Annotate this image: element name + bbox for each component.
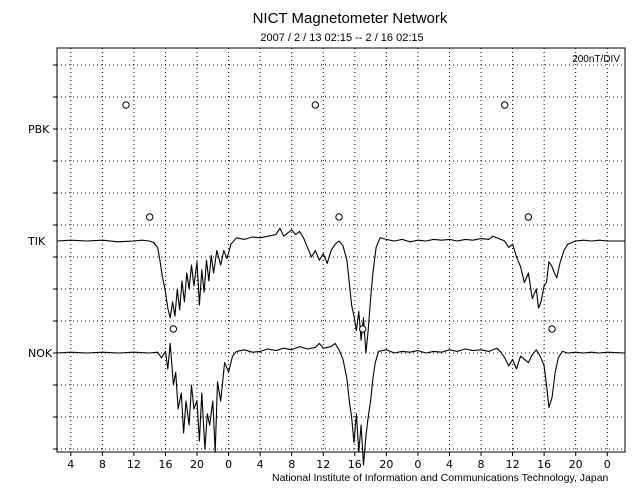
- x-tick-label: 12: [127, 458, 141, 471]
- midnight-marker-tik: [145, 213, 154, 221]
- scale-label: 200nT/DIV: [572, 54, 620, 65]
- x-tick-label: 4: [67, 458, 74, 471]
- x-tick-label: 16: [158, 458, 172, 471]
- midnight-marker-tik: [335, 213, 343, 221]
- chart-title: NICT Magnetometer Network: [252, 10, 448, 27]
- station-label-tik: TIK: [27, 235, 46, 248]
- x-tick-label: 8: [478, 458, 485, 471]
- midnight-marker-nok: [548, 325, 556, 333]
- station-label-pbk: PBK: [28, 123, 50, 136]
- chart-subtitle: 2007 / 2 / 13 02:15 -- 2 / 16 02:15: [260, 32, 424, 44]
- x-tick-label: 4: [257, 458, 264, 471]
- x-tick-label: 4: [446, 458, 453, 471]
- x-tick-label: 20: [569, 458, 583, 471]
- midnight-marker-pbk: [500, 101, 509, 109]
- station-layer: PBK TIK NOK: [27, 123, 53, 360]
- x-tick-label: 0: [414, 458, 421, 471]
- x-tick-label: 16: [348, 458, 362, 471]
- trace-nok: [56, 342, 626, 466]
- x-tick-label: 20: [190, 458, 204, 471]
- x-tick-label: 8: [99, 458, 106, 471]
- trace-layer: [56, 227, 626, 466]
- x-tick-label: 0: [225, 458, 232, 471]
- x-tick-label: 12: [506, 458, 520, 471]
- midnight-marker-nok: [169, 325, 178, 333]
- x-tick-label: 20: [379, 458, 393, 471]
- midnight-marker-pbk: [122, 101, 130, 109]
- x-tick-label: 16: [537, 458, 551, 471]
- plot-frame: [56, 47, 626, 453]
- midnight-marker-pbk: [311, 101, 320, 109]
- footer-credit: National Institute of Information and Co…: [272, 472, 609, 484]
- grid-layer: [57, 48, 625, 452]
- station-label-nok: NOK: [28, 347, 53, 360]
- x-tick-label: 0: [604, 458, 611, 471]
- trace-tik: [56, 227, 625, 354]
- x-tick-label: 8: [288, 458, 295, 471]
- marker-layer: [122, 101, 556, 333]
- midnight-marker-nok: [358, 325, 367, 333]
- x-tick-label: 12: [316, 458, 330, 471]
- midnight-marker-tik: [524, 213, 533, 221]
- tick-layer: 4 8 12 16 20 0 4 8 12 16 20 0 4 8 12 16 20 0: [53, 64, 611, 471]
